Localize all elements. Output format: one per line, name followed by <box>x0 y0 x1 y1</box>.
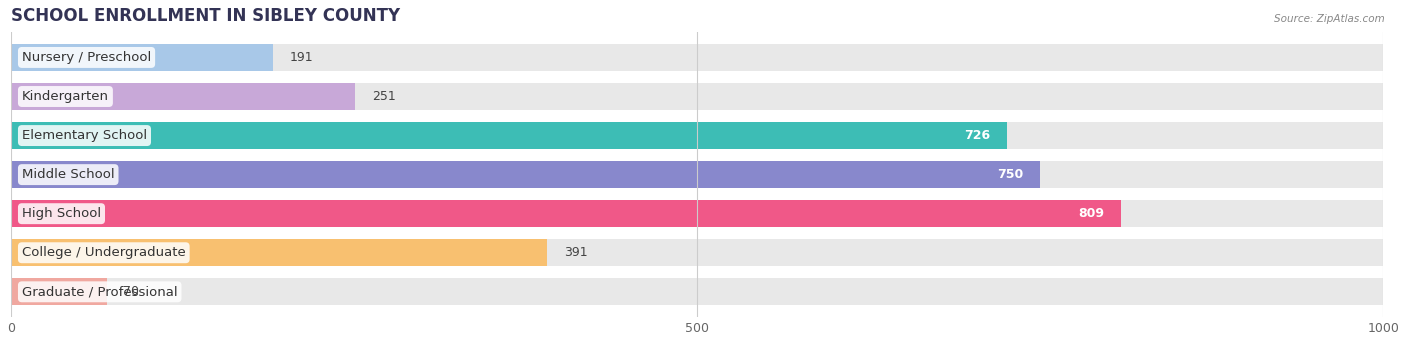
Bar <box>11 200 1384 227</box>
Text: 726: 726 <box>965 129 991 142</box>
Text: Graduate / Professional: Graduate / Professional <box>22 285 177 298</box>
Text: SCHOOL ENROLLMENT IN SIBLEY COUNTY: SCHOOL ENROLLMENT IN SIBLEY COUNTY <box>11 7 401 25</box>
Text: 191: 191 <box>290 51 314 64</box>
Text: Nursery / Preschool: Nursery / Preschool <box>22 51 152 64</box>
Bar <box>11 161 1040 188</box>
Text: High School: High School <box>22 207 101 220</box>
Bar <box>11 44 1384 71</box>
Text: 809: 809 <box>1078 207 1105 220</box>
Bar <box>11 83 356 110</box>
Text: 391: 391 <box>564 246 588 259</box>
Bar <box>11 278 1384 305</box>
Bar <box>11 44 273 71</box>
Bar <box>11 83 1384 110</box>
Text: 750: 750 <box>997 168 1024 181</box>
Bar <box>11 200 1121 227</box>
Text: 70: 70 <box>124 285 139 298</box>
Bar <box>11 122 1007 149</box>
Text: Elementary School: Elementary School <box>22 129 148 142</box>
Bar <box>11 278 107 305</box>
Text: 251: 251 <box>371 90 395 103</box>
Text: College / Undergraduate: College / Undergraduate <box>22 246 186 259</box>
Bar <box>11 239 1384 266</box>
Text: Middle School: Middle School <box>22 168 114 181</box>
Text: Kindergarten: Kindergarten <box>22 90 108 103</box>
Text: Source: ZipAtlas.com: Source: ZipAtlas.com <box>1274 14 1385 24</box>
Bar <box>11 161 1384 188</box>
Bar <box>11 239 547 266</box>
Bar <box>11 122 1384 149</box>
